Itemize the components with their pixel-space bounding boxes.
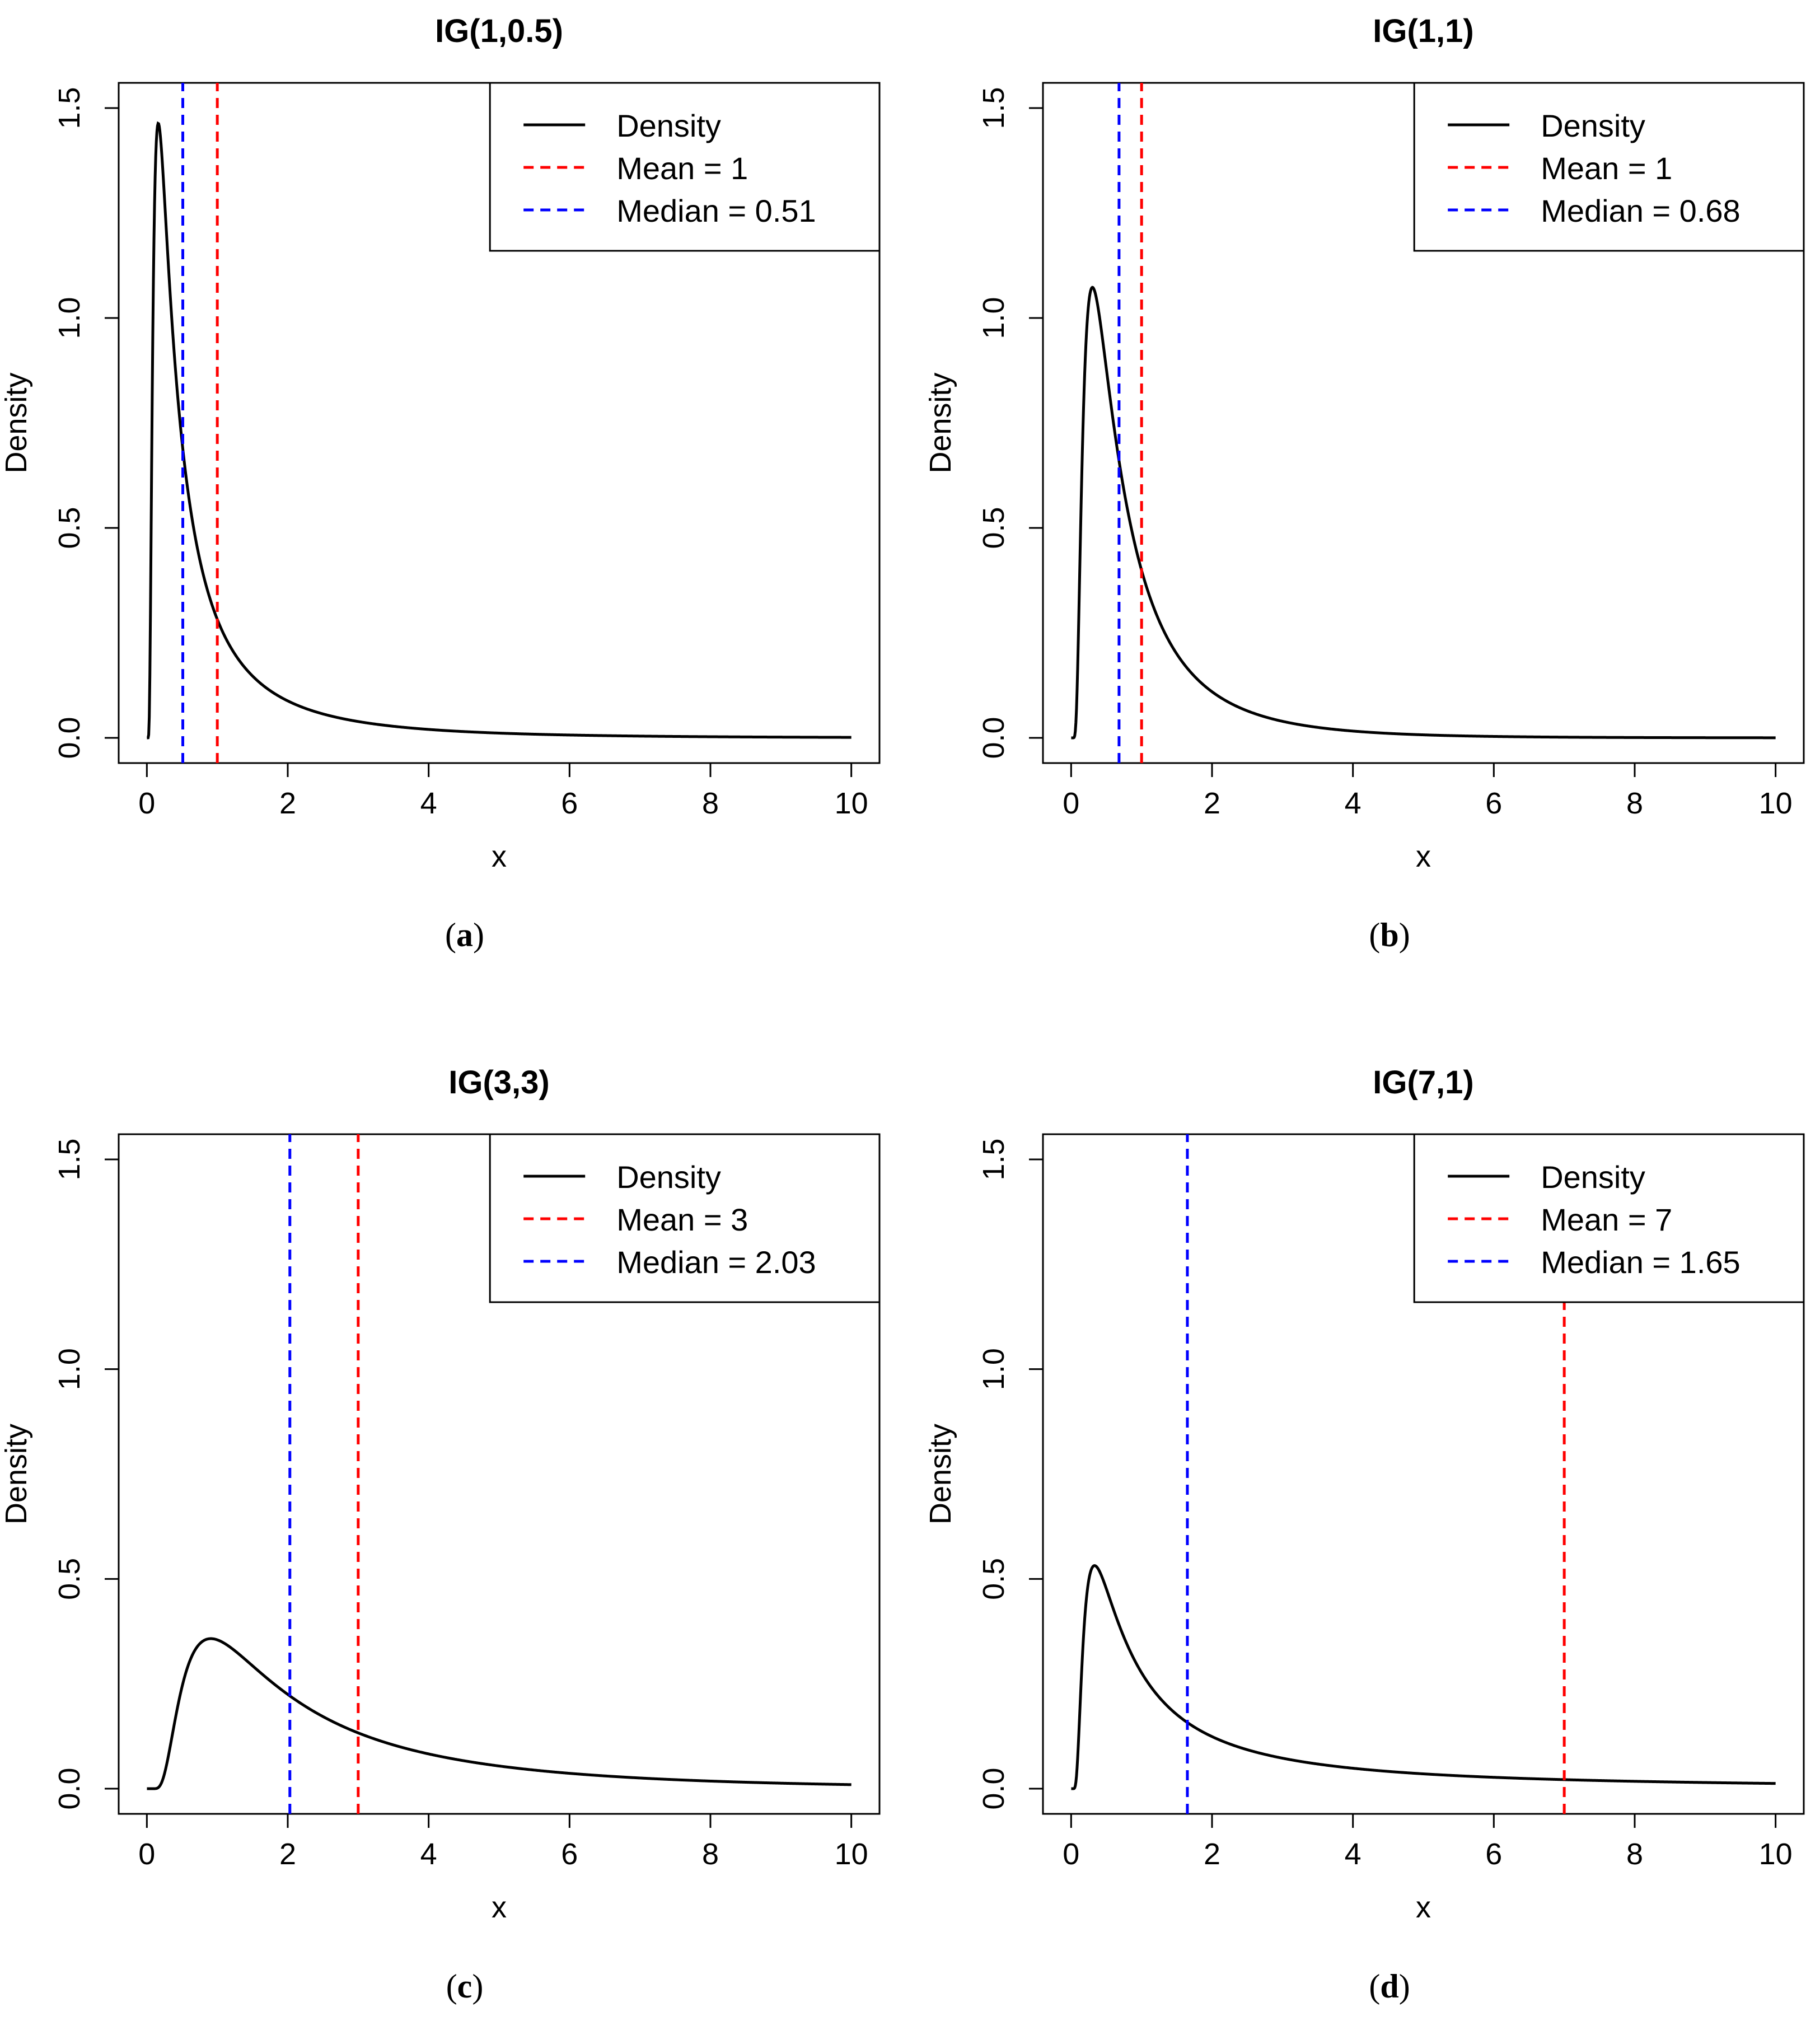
legend-entry: Median = 1.65	[1541, 1245, 1740, 1280]
chart-panel-b: IG(1,1) 0 2 4 6 8 10 0.0 0.5 1.0 1.5 x Density Densit…	[924, 13, 1805, 953]
y-axis-label: Density	[0, 372, 33, 473]
x-tick-label: 8	[702, 1837, 719, 1871]
y-tick-label: 1.5	[977, 1138, 1010, 1180]
legend-entry: Median = 0.51	[616, 193, 816, 228]
x-tick-label: 10	[1759, 787, 1793, 820]
legend-box	[1413, 82, 1805, 252]
y-tick-label: 1.0	[53, 297, 86, 339]
legend-entry: Mean = 7	[1541, 1202, 1672, 1237]
caption-paren: )	[472, 1968, 483, 2005]
x-tick-label: 6	[561, 787, 578, 820]
chart-panel-a: IG(1,0.5) 0 2 4 6 8 10 0.0 0.5 1.0 1.5 x Density Dens…	[0, 13, 881, 953]
panel-caption: (d)	[1369, 1968, 1410, 2005]
x-tick-label: 2	[1204, 1837, 1220, 1871]
y-axis-label: Density	[924, 1424, 957, 1524]
caption-paren: )	[1399, 1968, 1410, 2005]
y-tick-label: 1.5	[977, 87, 1010, 129]
density-curve	[1071, 286, 1776, 740]
panel-caption: (c)	[446, 1968, 484, 2005]
y-tick-label: 0.0	[977, 1767, 1010, 1809]
x-tick-label: 10	[835, 1837, 868, 1871]
y-tick-label: 1.5	[53, 1138, 86, 1180]
density-curve	[147, 121, 851, 740]
x-tick-label: 8	[1626, 1837, 1643, 1871]
panel-title: IG(3,3)	[448, 1064, 550, 1101]
caption-letter: c	[457, 1968, 472, 2005]
caption-letter: a	[456, 916, 473, 953]
x-tick-label: 8	[1626, 787, 1643, 820]
panel-title: IG(1,1)	[1373, 13, 1474, 49]
y-tick-label: 0.5	[53, 1558, 86, 1600]
x-tick-label: 2	[279, 787, 296, 820]
legend-box	[489, 82, 881, 252]
caption-paren: (	[1369, 1968, 1380, 2005]
x-tick-label: 0	[1063, 1837, 1079, 1871]
legend-entry: Mean = 3	[616, 1202, 748, 1237]
panel-caption: (a)	[445, 916, 484, 953]
x-tick-label: 4	[1345, 1837, 1362, 1871]
y-tick-label: 0.0	[977, 717, 1010, 759]
caption-letter: b	[1380, 916, 1398, 953]
x-tick-label: 2	[279, 1837, 296, 1871]
y-axis-label: Density	[0, 1424, 33, 1524]
legend-box	[1413, 1133, 1805, 1303]
y-tick-label: 1.0	[977, 1348, 1010, 1390]
x-axis-label: x	[492, 840, 507, 873]
x-axis-label: x	[1416, 840, 1431, 873]
x-axis-label: x	[492, 1891, 507, 1924]
x-tick-label: 0	[138, 787, 155, 820]
x-tick-label: 0	[1063, 787, 1079, 820]
chart-panel-d: IG(7,1) 0 2 4 6 8 10 0.0 0.5 1.0 1.5 x Density Densit…	[924, 1064, 1805, 2005]
legend-entry: Density	[616, 1159, 721, 1195]
x-tick-label: 4	[420, 1837, 437, 1871]
x-tick-label: 6	[561, 1837, 578, 1871]
x-axis-label: x	[1416, 1891, 1431, 1924]
y-tick-label: 1.0	[53, 1348, 86, 1390]
legend-entry: Density	[1541, 1159, 1645, 1195]
x-tick-label: 6	[1485, 787, 1502, 820]
legend-entry: Median = 0.68	[1541, 193, 1740, 228]
legend-entry: Density	[616, 108, 721, 143]
panel-title: IG(1,0.5)	[435, 13, 563, 49]
density-curve	[147, 1637, 851, 1790]
caption-paren: (	[446, 1968, 457, 2005]
panel-title: IG(7,1)	[1373, 1064, 1474, 1101]
panel-caption: (b)	[1369, 916, 1410, 953]
legend-entry: Mean = 1	[1541, 151, 1672, 186]
x-tick-label: 2	[1204, 787, 1220, 820]
caption-paren: (	[1369, 916, 1380, 953]
caption-paren: )	[1399, 916, 1410, 953]
legend-entry: Median = 2.03	[616, 1245, 816, 1280]
y-tick-label: 1.0	[977, 297, 1010, 339]
caption-paren: )	[473, 916, 484, 953]
x-tick-label: 0	[138, 1837, 155, 1871]
caption-letter: d	[1380, 1968, 1398, 2005]
y-axis-label: Density	[924, 372, 957, 473]
density-curve	[1071, 1564, 1776, 1790]
y-tick-label: 0.5	[53, 507, 86, 549]
x-tick-label: 10	[1759, 1837, 1793, 1871]
caption-paren: (	[445, 916, 456, 953]
legend-box	[489, 1133, 881, 1303]
x-tick-label: 4	[1345, 787, 1362, 820]
chart-panel-c: IG(3,3) 0 2 4 6 8 10 0.0 0.5 1.0 1.5 x Density Densit…	[0, 1064, 881, 2005]
x-tick-label: 10	[835, 787, 868, 820]
y-tick-label: 0.0	[53, 1767, 86, 1809]
y-tick-label: 0.0	[53, 717, 86, 759]
x-tick-label: 8	[702, 787, 719, 820]
y-tick-label: 0.5	[977, 507, 1010, 549]
x-tick-label: 6	[1485, 1837, 1502, 1871]
legend-entry: Density	[1541, 108, 1645, 143]
legend-entry: Mean = 1	[616, 151, 748, 186]
y-tick-label: 0.5	[977, 1558, 1010, 1600]
y-tick-label: 1.5	[53, 87, 86, 129]
x-tick-label: 4	[420, 787, 437, 820]
